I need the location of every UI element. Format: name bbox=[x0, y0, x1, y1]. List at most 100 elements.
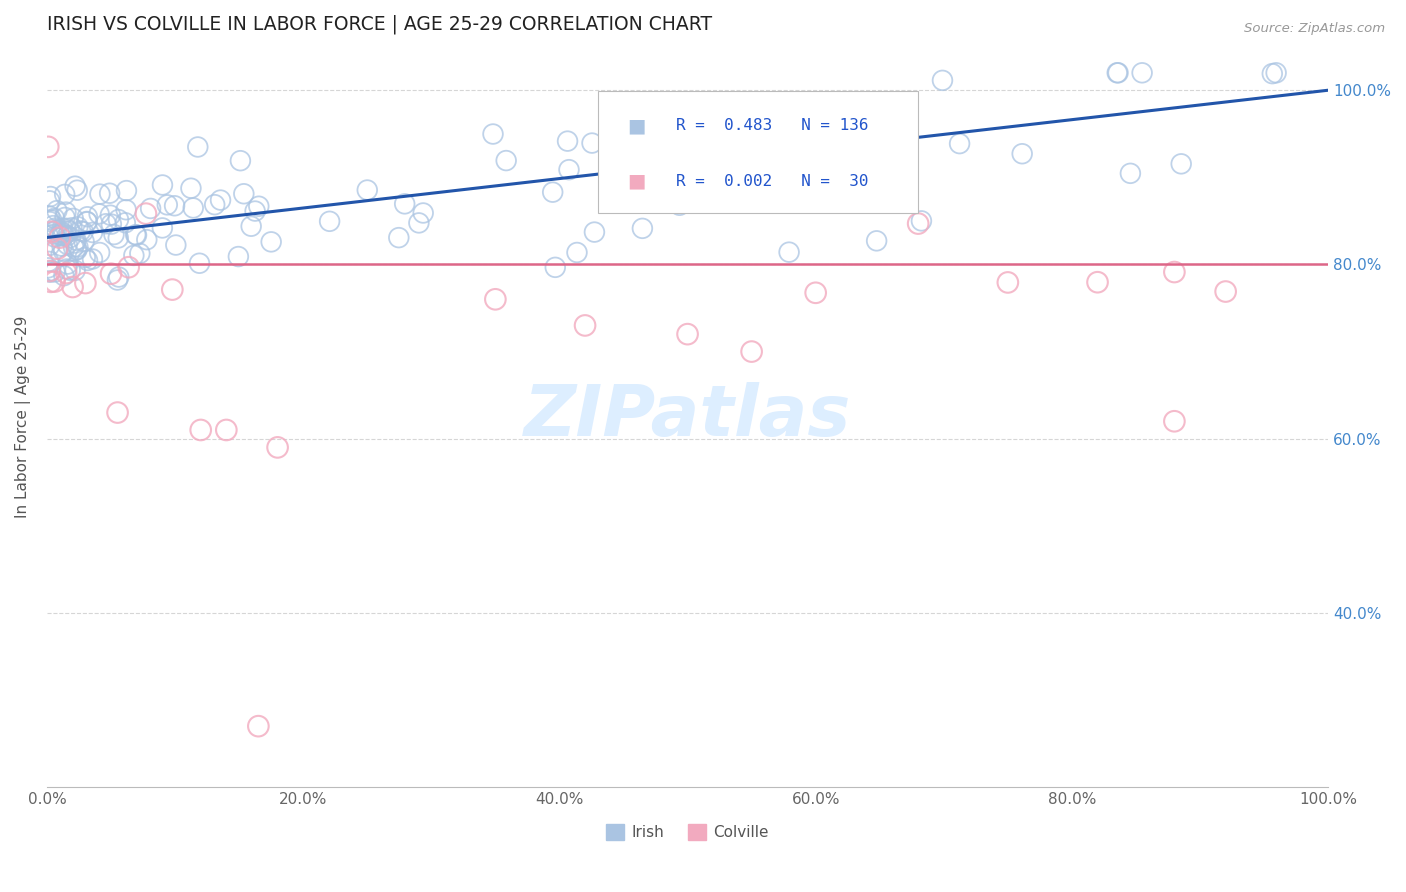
Point bbox=[41, 225, 63, 239]
Point bbox=[948, 136, 970, 151]
Point bbox=[240, 219, 263, 234]
Point bbox=[76, 253, 98, 268]
Point bbox=[682, 183, 704, 197]
Point bbox=[38, 194, 60, 208]
Text: R =  0.002   N =  30: R = 0.002 N = 30 bbox=[676, 174, 869, 189]
Point bbox=[51, 226, 73, 240]
Point bbox=[931, 73, 953, 87]
Point bbox=[55, 221, 77, 235]
Point bbox=[318, 214, 340, 228]
Point bbox=[247, 719, 270, 733]
Point bbox=[581, 136, 603, 150]
Point bbox=[49, 230, 72, 244]
Point bbox=[1107, 66, 1129, 80]
Point bbox=[58, 224, 80, 238]
Point bbox=[128, 246, 150, 260]
Point bbox=[39, 189, 62, 203]
Point bbox=[1130, 66, 1153, 80]
Point bbox=[63, 179, 86, 194]
Point bbox=[38, 209, 60, 223]
Point bbox=[89, 245, 111, 260]
Point bbox=[1215, 285, 1237, 299]
Point bbox=[66, 183, 89, 197]
Point bbox=[66, 240, 89, 254]
Point bbox=[62, 280, 84, 294]
Point bbox=[412, 206, 434, 220]
Point bbox=[63, 235, 86, 250]
Point bbox=[66, 219, 89, 234]
Point bbox=[676, 327, 699, 342]
Point bbox=[38, 264, 60, 278]
Point bbox=[1163, 265, 1185, 279]
Point bbox=[44, 211, 66, 226]
Y-axis label: In Labor Force | Age 25-29: In Labor Force | Age 25-29 bbox=[15, 316, 31, 518]
Point bbox=[66, 243, 89, 257]
Point bbox=[94, 217, 117, 231]
Point bbox=[76, 214, 98, 228]
Point bbox=[51, 221, 73, 235]
Point bbox=[107, 231, 129, 245]
Point bbox=[232, 186, 254, 201]
Point bbox=[804, 285, 827, 300]
Point bbox=[103, 227, 125, 242]
Point bbox=[75, 276, 97, 290]
Point bbox=[204, 197, 226, 211]
Point bbox=[181, 201, 204, 215]
Point bbox=[156, 198, 179, 212]
Point bbox=[42, 225, 65, 239]
Point bbox=[482, 127, 505, 141]
Point bbox=[266, 441, 288, 455]
Point bbox=[42, 227, 65, 241]
Point bbox=[1261, 67, 1284, 81]
Point bbox=[100, 217, 122, 231]
Point bbox=[1265, 66, 1288, 80]
Point bbox=[125, 227, 148, 242]
Point bbox=[55, 262, 77, 277]
Point bbox=[44, 275, 66, 289]
Point bbox=[122, 248, 145, 262]
Point bbox=[187, 140, 209, 154]
Point bbox=[56, 237, 79, 252]
Point bbox=[209, 193, 232, 207]
Point bbox=[408, 216, 430, 230]
Point bbox=[180, 181, 202, 195]
Point bbox=[53, 187, 76, 202]
Point bbox=[150, 221, 173, 235]
Point bbox=[52, 268, 75, 283]
Point bbox=[162, 283, 184, 297]
Point bbox=[62, 240, 84, 254]
Point bbox=[215, 423, 238, 437]
Point bbox=[62, 211, 84, 226]
Point bbox=[55, 205, 77, 219]
Point bbox=[56, 257, 79, 271]
Text: ■: ■ bbox=[627, 172, 645, 191]
Point bbox=[52, 244, 75, 259]
Point bbox=[115, 202, 138, 217]
Point bbox=[115, 184, 138, 198]
Point bbox=[778, 245, 800, 260]
Point bbox=[39, 275, 62, 289]
Point bbox=[39, 265, 62, 279]
Point bbox=[907, 217, 929, 231]
Point bbox=[51, 226, 73, 240]
Point bbox=[51, 239, 73, 253]
Point bbox=[652, 140, 675, 154]
Point bbox=[44, 265, 66, 279]
Point bbox=[56, 228, 79, 243]
Point bbox=[37, 140, 59, 154]
Point bbox=[1119, 166, 1142, 180]
Point bbox=[631, 159, 654, 173]
Point bbox=[820, 172, 842, 186]
Text: ■: ■ bbox=[627, 116, 645, 136]
Point bbox=[114, 216, 136, 230]
Text: IRISH VS COLVILLE IN LABOR FORCE | AGE 25-29 CORRELATION CHART: IRISH VS COLVILLE IN LABOR FORCE | AGE 2… bbox=[46, 15, 711, 35]
Point bbox=[1011, 146, 1033, 161]
Point bbox=[631, 221, 654, 235]
Point bbox=[87, 207, 110, 221]
Point bbox=[107, 273, 129, 287]
Point bbox=[49, 248, 72, 262]
Point bbox=[65, 233, 87, 247]
Point bbox=[45, 203, 67, 218]
Point bbox=[44, 230, 66, 244]
Point bbox=[60, 220, 83, 235]
